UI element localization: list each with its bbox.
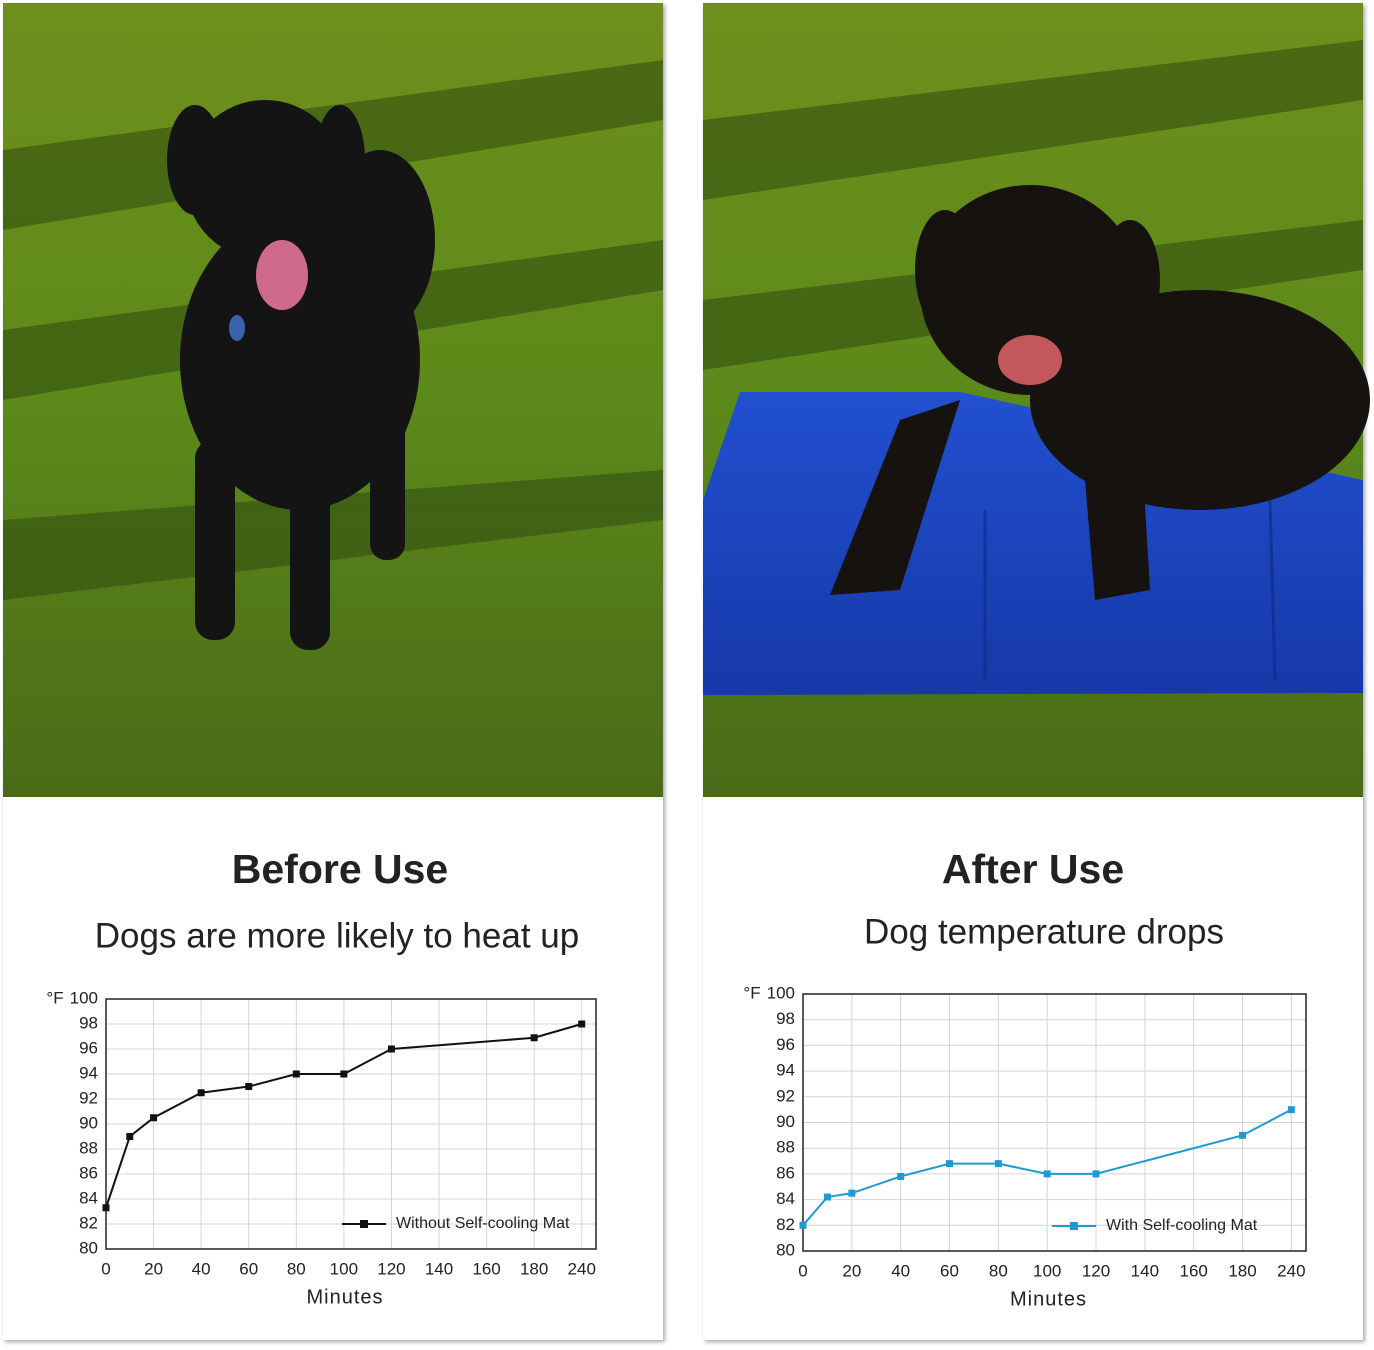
x-tick-label: 20 bbox=[144, 1259, 163, 1278]
legend-marker bbox=[360, 1220, 368, 1228]
x-tick-label: 60 bbox=[940, 1261, 959, 1280]
y-tick-label: 84 bbox=[79, 1188, 98, 1207]
legend-label: With Self-cooling Mat bbox=[1106, 1217, 1258, 1234]
y-tick-label: 100 bbox=[70, 988, 98, 1007]
x-tick-label: 140 bbox=[1131, 1261, 1159, 1280]
y-tick-label: 80 bbox=[776, 1240, 795, 1259]
point bbox=[823, 1193, 831, 1201]
x-tick-label: 160 bbox=[1179, 1261, 1207, 1280]
photo-before bbox=[3, 3, 663, 797]
x-tick-label: 140 bbox=[425, 1259, 453, 1278]
point bbox=[197, 1089, 205, 1097]
point bbox=[946, 1160, 954, 1168]
x-tick-label: 60 bbox=[239, 1259, 258, 1278]
y-tick-label: 98 bbox=[776, 1009, 795, 1028]
point bbox=[1287, 1106, 1295, 1114]
y-tick-label: 86 bbox=[79, 1163, 98, 1182]
y-unit: °F bbox=[743, 983, 760, 1002]
x-tick-label: 160 bbox=[472, 1259, 500, 1278]
y-unit: °F bbox=[46, 988, 63, 1007]
x-tick-label: 120 bbox=[1082, 1261, 1110, 1280]
point bbox=[994, 1160, 1002, 1168]
y-tick-label: 82 bbox=[79, 1213, 98, 1232]
panel-subtitle: Dog temperature drops bbox=[864, 912, 1224, 951]
x-tick-label: 100 bbox=[1033, 1261, 1061, 1280]
y-tick-label: 80 bbox=[79, 1238, 98, 1257]
point bbox=[102, 1204, 110, 1212]
y-tick-label: 86 bbox=[776, 1163, 795, 1182]
x-tick-label: 240 bbox=[568, 1259, 596, 1278]
plot-frame bbox=[802, 993, 1307, 1252]
point bbox=[387, 1045, 395, 1053]
y-tick-label: 84 bbox=[776, 1189, 795, 1208]
x-tick-label: 240 bbox=[1277, 1261, 1305, 1280]
y-tick-label: 96 bbox=[776, 1035, 795, 1054]
point bbox=[126, 1133, 134, 1140]
x-tick-label: 180 bbox=[520, 1259, 548, 1278]
point bbox=[799, 1221, 807, 1229]
series-line bbox=[802, 1108, 1292, 1226]
y-tick-label: 88 bbox=[79, 1138, 98, 1157]
point bbox=[848, 1189, 856, 1197]
point bbox=[150, 1114, 158, 1122]
point bbox=[578, 1020, 586, 1028]
y-tick-label: 94 bbox=[776, 1061, 795, 1080]
legend-marker bbox=[1070, 1222, 1078, 1230]
y-tick-label: 94 bbox=[79, 1063, 98, 1082]
x-tick-label: 40 bbox=[192, 1259, 211, 1278]
x-tick-label: 0 bbox=[101, 1259, 110, 1278]
x-tick-label: 80 bbox=[989, 1261, 1008, 1280]
photo-after bbox=[703, 3, 1370, 797]
x-tick-label: 40 bbox=[891, 1261, 910, 1280]
point bbox=[1239, 1131, 1247, 1139]
y-tick-label: 100 bbox=[767, 983, 795, 1002]
point bbox=[245, 1083, 253, 1090]
y-tick-label: 92 bbox=[79, 1088, 98, 1107]
y-tick-label: 88 bbox=[776, 1138, 795, 1157]
x-tick-label: 180 bbox=[1228, 1261, 1256, 1280]
x-tick-label: 0 bbox=[798, 1261, 807, 1280]
y-tick-label: 90 bbox=[776, 1112, 795, 1131]
point bbox=[1043, 1170, 1051, 1178]
panel-title: Before Use bbox=[232, 846, 448, 892]
x-tick-label: 80 bbox=[287, 1259, 306, 1278]
x-axis-label: Minutes bbox=[306, 1286, 383, 1308]
panel-subtitle: Dogs are more likely to heat up bbox=[95, 916, 579, 955]
point bbox=[530, 1034, 538, 1042]
plot-frame bbox=[105, 998, 597, 1250]
x-tick-label: 100 bbox=[330, 1259, 358, 1278]
y-tick-label: 96 bbox=[79, 1038, 98, 1057]
point bbox=[897, 1172, 905, 1180]
x-tick-label: 20 bbox=[842, 1261, 861, 1280]
point bbox=[1092, 1170, 1100, 1178]
y-tick-label: 90 bbox=[79, 1113, 98, 1132]
panel-title: After Use bbox=[942, 846, 1124, 892]
point bbox=[340, 1070, 348, 1078]
y-tick-label: 82 bbox=[776, 1215, 795, 1234]
legend-label: Without Self-cooling Mat bbox=[396, 1215, 570, 1232]
y-tick-label: 92 bbox=[776, 1086, 795, 1105]
series-line bbox=[105, 1023, 583, 1209]
point bbox=[292, 1070, 300, 1078]
y-tick-label: 98 bbox=[79, 1013, 98, 1032]
x-axis-label: Minutes bbox=[1010, 1288, 1087, 1310]
x-tick-label: 120 bbox=[377, 1259, 405, 1278]
